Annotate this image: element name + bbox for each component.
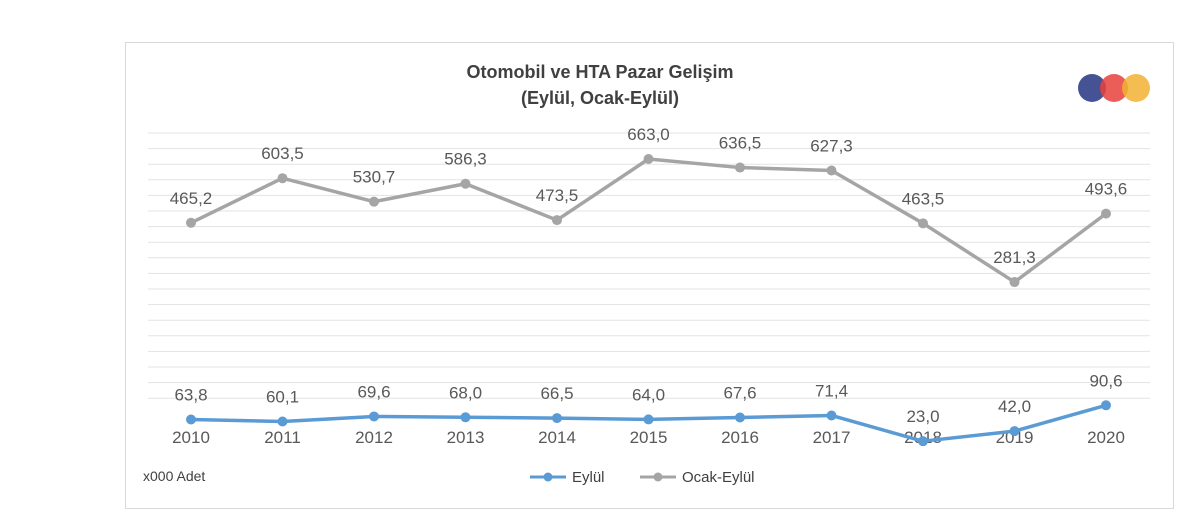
data-point	[1101, 400, 1111, 411]
data-label: 67,6	[723, 384, 756, 403]
data-point	[918, 436, 928, 447]
x-tick-label: 2011	[264, 428, 301, 447]
data-label: 281,3	[993, 248, 1036, 267]
chart-title: Otomobil ve HTA Pazar Gelişim	[466, 62, 734, 82]
data-label: 71,4	[815, 381, 848, 400]
data-point	[277, 416, 288, 427]
data-label: 463,5	[902, 189, 945, 208]
data-label: 68,0	[449, 383, 482, 402]
x-axis-ticks: 2010201120122013201420152016201720182019…	[172, 428, 1125, 447]
data-point	[826, 165, 837, 176]
data-point	[277, 173, 288, 184]
legend-label-eylul: Eylül	[572, 469, 605, 486]
data-point	[735, 162, 745, 173]
x-tick-label: 2013	[447, 428, 485, 447]
x-tick-label: 2017	[813, 428, 851, 447]
gridlines	[148, 132, 1150, 399]
data-label: 42,0	[998, 397, 1031, 416]
logo-circle-d1	[1100, 74, 1128, 102]
data-label: 63,8	[174, 386, 207, 405]
data-label: 465,2	[170, 189, 213, 208]
legend-marker-eylul	[543, 472, 553, 482]
legend: Eylül Ocak-Eylül	[530, 469, 755, 486]
data-point	[186, 414, 196, 425]
data-label: 663,0	[627, 125, 670, 144]
x-tick-label: 2012	[355, 428, 393, 447]
data-point	[369, 196, 379, 207]
x-tick-label: 2020	[1087, 428, 1125, 447]
data-point	[643, 414, 654, 425]
x-tick-label: 2010	[172, 428, 210, 447]
x-tick-label: 2015	[630, 428, 668, 447]
data-point	[1009, 426, 1020, 437]
data-label: 66,5	[540, 384, 573, 403]
x-tick-label: 2016	[721, 428, 759, 447]
data-point	[186, 217, 196, 228]
data-point	[1101, 208, 1111, 219]
data-label: 69,6	[357, 382, 390, 401]
data-label: 473,5	[536, 186, 579, 205]
data-label: 627,3	[810, 137, 853, 156]
data-point	[552, 215, 562, 226]
series-lines: 63,8 60,1 69,6 68,0 66,5 64,0 67,6 71,4 23,0 42,0…	[170, 125, 1128, 447]
data-point	[460, 412, 471, 423]
series-line-ocak-eylul	[190, 157, 1108, 284]
data-label: 603,5	[261, 144, 304, 163]
data-point	[643, 154, 654, 165]
data-label: 60,1	[266, 387, 299, 406]
data-point	[918, 218, 928, 229]
data-label: 636,5	[719, 134, 762, 153]
data-label: 64,0	[632, 385, 665, 404]
data-label: 23,0	[906, 407, 939, 426]
data-point	[826, 410, 837, 421]
legend-marker-ocak-eylul	[653, 472, 663, 482]
logo-circle-d2	[1122, 74, 1150, 102]
logo-circle-o	[1078, 74, 1106, 102]
data-point	[552, 413, 562, 424]
data-label: 530,7	[353, 168, 396, 187]
chart-subtitle: (Eylül, Ocak-Eylül)	[520, 88, 680, 108]
unit-note: x000 Adet	[143, 468, 206, 484]
data-point	[1009, 277, 1020, 288]
x-tick-label: 2014	[538, 428, 576, 447]
data-label: 90,6	[1089, 371, 1122, 390]
data-point	[460, 178, 471, 189]
data-label: 493,6	[1085, 180, 1128, 199]
odd-logo	[1078, 74, 1150, 102]
legend-label-ocak-eylul: Ocak-Eylül	[682, 469, 755, 486]
data-label: 586,3	[444, 150, 487, 169]
data-point	[735, 412, 745, 423]
data-point	[369, 411, 379, 422]
